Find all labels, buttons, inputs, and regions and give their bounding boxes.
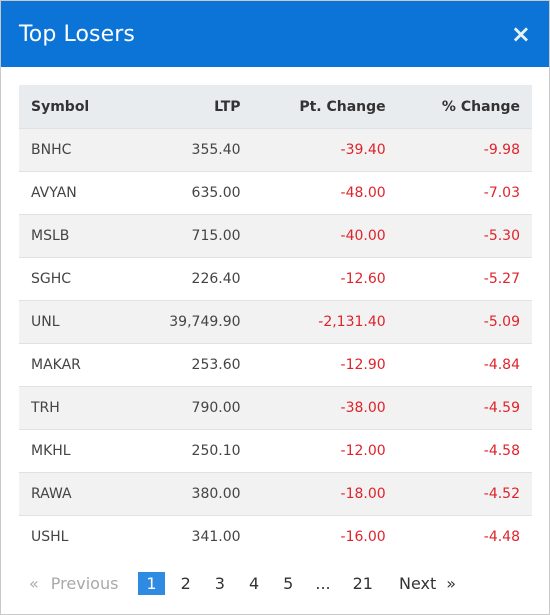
pt-change-cell: -2,131.40 [252, 300, 398, 344]
column-header-ltp[interactable]: LTP [127, 85, 253, 129]
ltp-cell: 341.00 [127, 515, 253, 558]
pct-change-cell: -5.27 [397, 257, 532, 301]
pct-change-cell: -5.30 [397, 214, 532, 258]
pct-change-cell: -5.09 [397, 300, 532, 344]
pagination-next[interactable]: Next » [399, 574, 456, 593]
symbol-cell[interactable]: SGHC [19, 257, 128, 301]
pt-change-cell: -12.60 [252, 257, 398, 301]
ltp-cell: 715.00 [127, 214, 253, 258]
ltp-cell: 250.10 [127, 429, 253, 473]
table-row[interactable]: MAKAR 253.60 -12.90 -4.84 [19, 343, 532, 387]
symbol-cell[interactable]: MKHL [19, 429, 128, 473]
table-row[interactable]: RAWA 380.00 -18.00 -4.52 [19, 472, 532, 516]
ltp-cell: 39,749.90 [127, 300, 253, 344]
pt-change-cell: -12.00 [252, 429, 398, 473]
close-icon[interactable]: × [510, 20, 531, 48]
page-5-button[interactable]: 5 [283, 574, 294, 593]
table-row[interactable]: MKHL 250.10 -12.00 -4.58 [19, 429, 532, 473]
pct-change-cell: -4.48 [397, 515, 532, 558]
pt-change-cell: -12.90 [252, 343, 398, 387]
table-row[interactable]: AVYAN 635.00 -48.00 -7.03 [19, 171, 532, 215]
table-row[interactable]: SGHC 226.40 -12.60 -5.27 [19, 257, 532, 301]
table-row[interactable]: MSLB 715.00 -40.00 -5.30 [19, 214, 532, 258]
pt-change-cell: -38.00 [252, 386, 398, 430]
page-last-button[interactable]: 21 [352, 574, 373, 593]
pct-change-cell: -4.52 [397, 472, 532, 516]
pct-change-cell: -4.59 [397, 386, 532, 430]
ltp-cell: 790.00 [127, 386, 253, 430]
column-header-pct-change[interactable]: % Change [397, 85, 532, 129]
page-2-button[interactable]: 2 [180, 574, 191, 593]
previous-label: Previous [50, 574, 119, 593]
table-container: Symbol LTP Pt. Change % Change BNHC 355.4… [1, 67, 549, 558]
modal-title: Top Losers [19, 21, 135, 47]
table-header-row: Symbol LTP Pt. Change % Change [19, 85, 532, 129]
page-1-button[interactable]: 1 [138, 572, 165, 595]
page-3-button[interactable]: 3 [214, 574, 225, 593]
table-row[interactable]: UNL 39,749.90 -2,131.40 -5.09 [19, 300, 532, 344]
losers-table: Symbol LTP Pt. Change % Change BNHC 355.4… [19, 85, 532, 558]
pct-change-cell: -9.98 [397, 128, 532, 172]
ltp-cell: 380.00 [127, 472, 253, 516]
symbol-cell[interactable]: RAWA [19, 472, 128, 516]
pt-change-cell: -48.00 [252, 171, 398, 215]
pagination: « Previous 1 2 3 4 5 ... 21 Next » [29, 572, 456, 595]
pagination-ellipsis: ... [315, 574, 331, 593]
symbol-cell[interactable]: MSLB [19, 214, 128, 258]
symbol-cell[interactable]: BNHC [19, 128, 128, 172]
pct-change-cell: -7.03 [397, 171, 532, 215]
symbol-cell[interactable]: UNL [19, 300, 128, 344]
symbol-cell[interactable]: AVYAN [19, 171, 128, 215]
modal-header: Top Losers × [1, 1, 549, 67]
next-label[interactable]: Next [398, 574, 437, 593]
symbol-cell[interactable]: MAKAR [19, 343, 128, 387]
pct-change-cell: -4.84 [397, 343, 532, 387]
table-row[interactable]: USHL 341.00 -16.00 -4.48 [19, 515, 532, 558]
symbol-cell[interactable]: USHL [19, 515, 128, 558]
pt-change-cell: -40.00 [252, 214, 398, 258]
pt-change-cell: -39.40 [252, 128, 398, 172]
symbol-cell[interactable]: TRH [19, 386, 128, 430]
pt-change-cell: -18.00 [252, 472, 398, 516]
pt-change-cell: -16.00 [252, 515, 398, 558]
pct-change-cell: -4.58 [397, 429, 532, 473]
table-row[interactable]: TRH 790.00 -38.00 -4.59 [19, 386, 532, 430]
table-row[interactable]: BNHC 355.40 -39.40 -9.98 [19, 128, 532, 172]
column-header-pt-change[interactable]: Pt. Change [252, 85, 398, 129]
column-header-symbol[interactable]: Symbol [19, 85, 128, 129]
ltp-cell: 355.40 [127, 128, 253, 172]
next-arrow-icon[interactable]: » [446, 574, 457, 593]
prev-arrow-icon: « [29, 574, 39, 593]
pagination-previous: « Previous [29, 574, 118, 593]
page-4-button[interactable]: 4 [248, 574, 260, 593]
ltp-cell: 226.40 [127, 257, 253, 301]
ltp-cell: 635.00 [127, 171, 253, 215]
ltp-cell: 253.60 [127, 343, 253, 387]
